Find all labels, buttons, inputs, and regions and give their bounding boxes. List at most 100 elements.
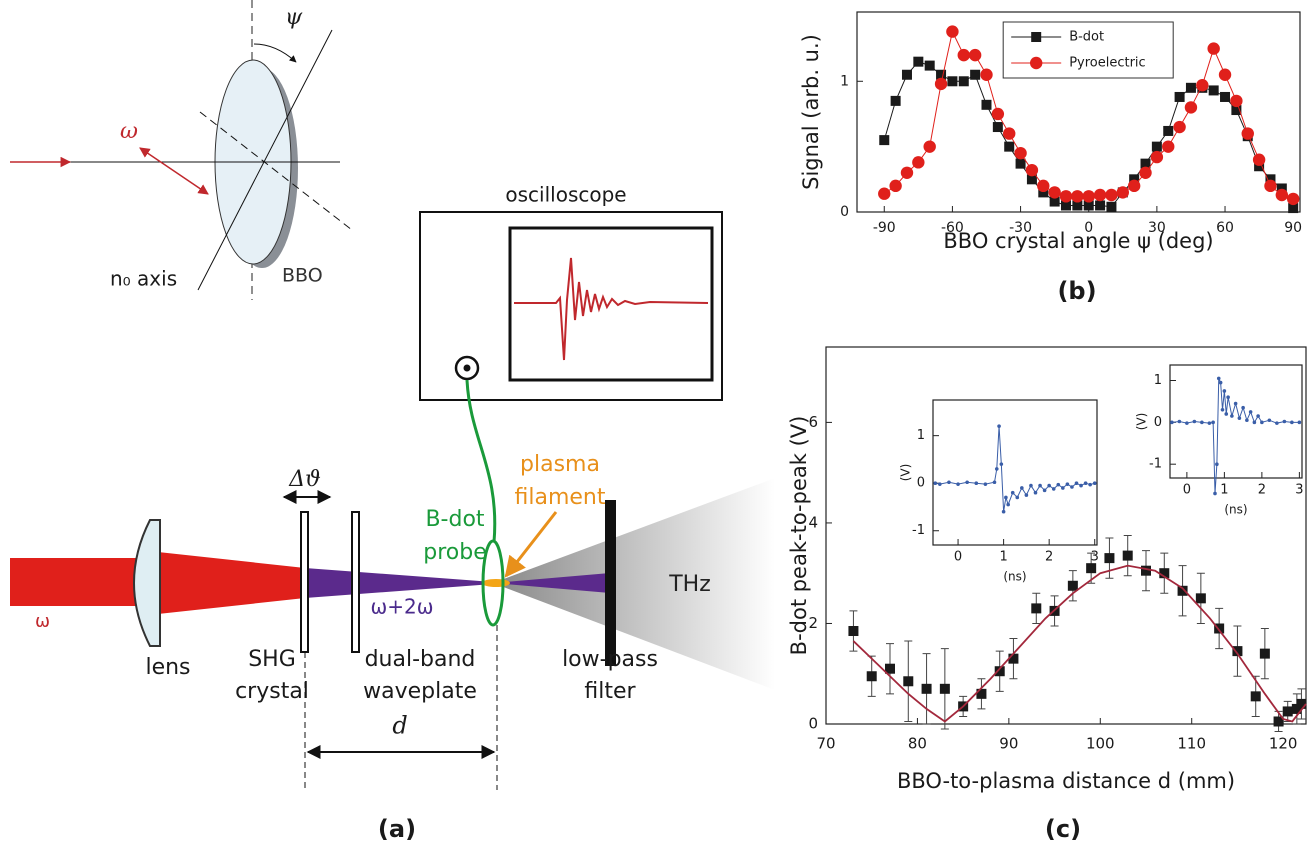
data-point	[1004, 141, 1015, 152]
data-point	[1004, 495, 1008, 500]
data-point	[1083, 200, 1094, 211]
x-tick-label: 60	[1216, 220, 1234, 236]
data-point	[968, 48, 982, 62]
data-point	[878, 187, 891, 200]
data-point	[1170, 420, 1174, 425]
data-point	[1051, 487, 1056, 491]
legend-marker	[1029, 56, 1043, 70]
x-axis-label: BBO-to-plasma distance d (mm)	[897, 769, 1235, 793]
data-point	[1140, 158, 1151, 169]
x-tick-label: 1	[1220, 483, 1228, 498]
data-point	[1226, 395, 1230, 400]
x-tick-label: 1	[999, 550, 1007, 565]
data-point	[1177, 419, 1182, 424]
data-point	[1290, 420, 1294, 425]
data-point	[1038, 483, 1042, 488]
data-point	[1047, 483, 1051, 488]
x-tick-label: -30	[1009, 220, 1032, 236]
data-point	[1276, 183, 1287, 194]
x-tick-label: 110	[1177, 735, 1206, 753]
data-point	[947, 480, 951, 485]
thz-label: THz	[668, 572, 711, 597]
data-point	[994, 666, 1005, 677]
diagram-a: ψ ω n₀ axis BBO oscilloscope Δϑ B-dot pr…	[10, 0, 775, 843]
data-point	[992, 480, 997, 485]
data-point	[958, 76, 969, 87]
omega-beam-label: ω	[35, 611, 50, 632]
data-point	[976, 688, 987, 699]
data-point	[933, 481, 938, 485]
legend-label: Pyroelectric	[1069, 56, 1146, 71]
omega-label: ω	[120, 119, 138, 144]
waveplate-label: dual-band	[365, 647, 476, 672]
y-tick-label: 0	[840, 204, 849, 220]
x-tick-label: 90	[1284, 220, 1302, 236]
y-axis-label: (V)	[1135, 413, 1149, 431]
oscilloscope-label: oscilloscope	[505, 183, 626, 207]
y-tick-label: 0	[917, 476, 925, 491]
data-point	[1216, 376, 1221, 381]
data-point	[1282, 419, 1287, 424]
data-point	[946, 25, 959, 38]
data-point	[1095, 200, 1106, 211]
y-tick-label: -1	[912, 523, 925, 538]
data-point	[1033, 490, 1038, 495]
delta-theta-label: Δϑ	[288, 467, 321, 492]
data-point	[1296, 698, 1307, 709]
data-point	[1222, 389, 1227, 393]
plasma-label: filament	[515, 485, 606, 510]
data-point	[848, 626, 859, 637]
data-point	[890, 95, 901, 106]
x-tick-label: 2	[1258, 483, 1266, 498]
data-point	[1265, 174, 1276, 185]
data-point	[1259, 648, 1270, 659]
data-point	[1232, 646, 1243, 657]
data-point	[1014, 146, 1027, 160]
y-tick-label: 0	[1154, 415, 1162, 430]
panel-label: (a)	[378, 815, 416, 843]
shg-crystal	[300, 511, 309, 653]
filter-label: low-pass	[562, 647, 658, 672]
data-point	[956, 482, 960, 486]
data-point	[1072, 200, 1083, 211]
data-point	[1074, 481, 1079, 485]
data-point	[1214, 623, 1225, 634]
y-tick-label: 2	[808, 614, 818, 632]
waveplate	[351, 511, 360, 653]
data-point	[1029, 483, 1033, 488]
data-point	[1192, 419, 1197, 424]
data-point	[999, 462, 1004, 466]
data-point	[1237, 416, 1242, 420]
data-point	[1208, 85, 1219, 96]
data-point	[1184, 101, 1198, 114]
y-tick-label: 1	[840, 73, 849, 89]
data-point	[1252, 420, 1257, 425]
plasma-arrow	[504, 511, 558, 578]
data-point	[1025, 163, 1039, 177]
data-point	[1230, 94, 1243, 108]
data-point	[1241, 405, 1245, 410]
data-point	[1275, 421, 1279, 425]
data-point	[1127, 179, 1141, 193]
x-tick-label: 0	[1084, 220, 1093, 236]
data-point	[1026, 174, 1037, 185]
data-point	[1233, 401, 1238, 406]
data-point	[997, 424, 1001, 428]
scope-trace	[514, 257, 709, 361]
data-point	[1086, 563, 1097, 574]
data-point	[1291, 703, 1302, 714]
omega-sum-label: ω+2ω	[371, 595, 434, 619]
focused-beam	[158, 552, 305, 614]
x-tick-label: 2	[1045, 550, 1053, 565]
data-point	[934, 77, 948, 91]
data-point	[1254, 161, 1265, 172]
data-point	[1093, 188, 1107, 202]
data-point	[885, 663, 895, 674]
data-point	[957, 48, 970, 62]
data-point	[1245, 418, 1249, 423]
data-point	[1024, 493, 1029, 497]
data-point	[1230, 414, 1234, 418]
probe-label: B-dot	[425, 507, 484, 532]
data-point	[947, 76, 958, 87]
waveplate-label: waveplate	[363, 679, 477, 704]
